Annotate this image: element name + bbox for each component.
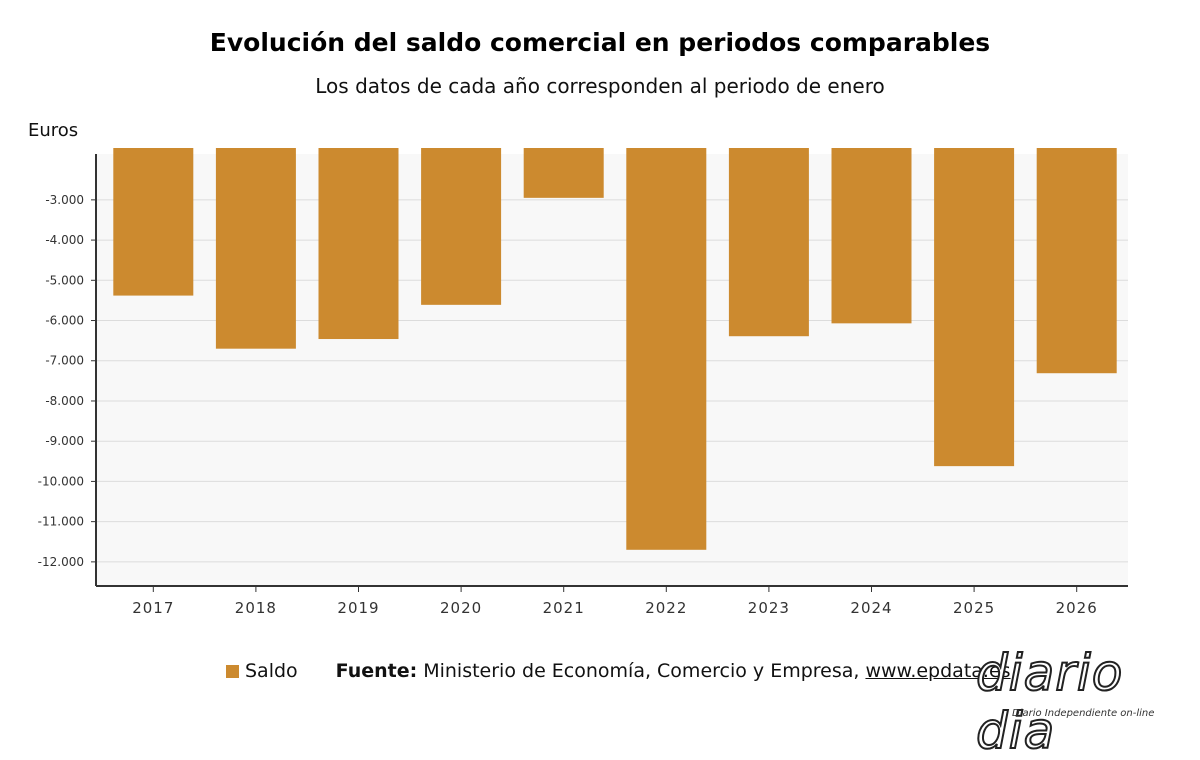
x-tick-label: 2026: [1056, 599, 1098, 617]
bar-2025: [934, 148, 1015, 467]
bar-2026: [1036, 148, 1117, 374]
bar-2019: [318, 148, 399, 340]
legend-swatch: [226, 664, 239, 678]
y-tick-label: -11.000: [38, 515, 84, 529]
y-tick-label: -8.000: [45, 394, 84, 408]
diario-dia-logo: diario dia Diario Independiente on-line: [968, 643, 1200, 760]
x-tick-label: 2017: [132, 599, 174, 617]
bar-2024: [831, 148, 912, 324]
logo-wordmark: diario dia: [975, 643, 1124, 760]
x-tick-label: 2021: [543, 599, 585, 617]
x-tick-label: 2018: [235, 599, 277, 617]
x-tick-label: 2019: [337, 599, 379, 617]
y-tick-label: -6.000: [45, 314, 84, 328]
y-tick-label: -4.000: [45, 233, 84, 247]
chart-subtitle: Los datos de cada año corresponden al pe…: [315, 74, 885, 98]
source-text: Ministerio de Economía, Comercio y Empre…: [423, 660, 860, 682]
bar-2022: [626, 148, 707, 550]
bar-2023: [728, 148, 809, 337]
y-axis-label: Euros: [28, 120, 79, 141]
chart-title: Evolución del saldo comercial en periodo…: [209, 28, 991, 57]
x-tick-label: 2023: [748, 599, 790, 617]
y-tick-label: -7.000: [45, 354, 84, 368]
y-tick-label: -3.000: [45, 193, 84, 207]
x-tick-label: 2020: [440, 599, 482, 617]
y-tick-label: -12.000: [38, 555, 84, 569]
legend: Saldo Fuente: Ministerio de Economía, Co…: [226, 660, 1011, 682]
x-tick-label: 2024: [850, 599, 892, 617]
source-key: Fuente:: [335, 660, 418, 682]
bar-2020: [421, 148, 502, 305]
bar-2021: [523, 148, 604, 198]
x-tick-label: 2025: [953, 599, 995, 617]
y-tick-label: -5.000: [45, 273, 84, 287]
bar-2017: [113, 148, 194, 296]
bar-chart: -3.000 -4.000 -5.000 -6.000 -7.000 -8.000 -9.0…: [38, 148, 1128, 617]
bar-2018: [215, 148, 296, 349]
y-tick-label: -9.000: [45, 434, 84, 448]
y-tick-label: -10.000: [38, 474, 84, 488]
logo-tagline: Diario Independiente on-line: [1012, 708, 1155, 719]
source-link[interactable]: www.epdata.es: [865, 660, 1011, 682]
x-tick-label: 2022: [645, 599, 687, 617]
legend-label: Saldo: [245, 660, 298, 682]
